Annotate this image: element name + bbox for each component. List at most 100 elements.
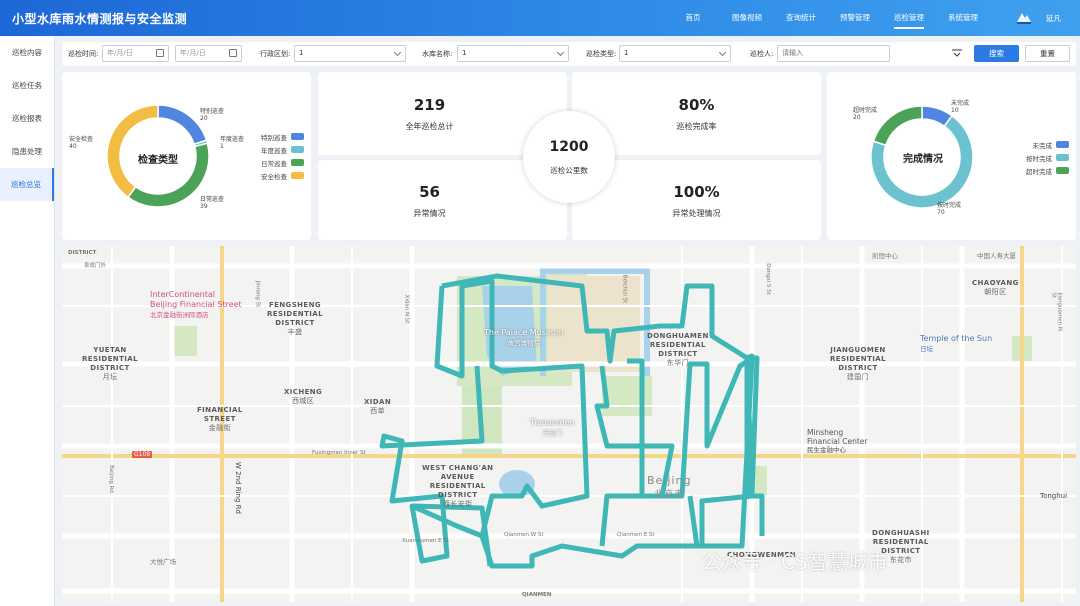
map-poi-intercontinental[interactable]: InterContinental Beijing Financial Stree… (150, 290, 242, 319)
annual-total-label: 全年巡检总计 (405, 122, 454, 131)
map-poi-minsheng[interactable]: Minsheng Financial Center 民生金融中心 (807, 428, 868, 454)
legend-item[interactable]: 年度巡查 (248, 143, 304, 156)
sidebar: 巡检内容 巡检任务 巡检报表 隐患处理 巡检总览 (0, 36, 55, 606)
map-street-label: 中国人寿大厦 (977, 252, 1016, 260)
stat-card-completion-rate: 80% 巡检完成率 (572, 72, 821, 155)
district-select[interactable]: 1 (294, 45, 406, 62)
type-callout-annual: 年度巡查 1 (220, 136, 245, 150)
inspection-type-donut (106, 104, 210, 208)
status-slice-2[interactable] (872, 105, 923, 147)
map-district-chaoyang: CHAOYANG 朝阳区 (972, 279, 1019, 296)
reset-button[interactable]: 重置 (1025, 45, 1070, 62)
date-end-input[interactable]: 年/月/日 (175, 45, 242, 62)
completion-rate-value: 80% (678, 96, 715, 114)
status-slice-1[interactable] (870, 114, 974, 209)
type-center-label: 检查类型 (138, 155, 178, 166)
completion-rate-label: 巡检完成率 (676, 122, 717, 131)
calendar-icon (229, 49, 237, 57)
completion-status-card: 完成情况 未完成 10 按时完成 70 超时完成 20 未完成 按时完成 超时完成 (827, 72, 1076, 240)
legend-item[interactable]: 安全检查 (248, 169, 304, 182)
completion-status-donut (870, 105, 974, 209)
type-slice-3[interactable] (106, 104, 159, 199)
legend-item[interactable]: 按时完成 (1007, 151, 1069, 164)
map-street-label: DISTRICT (68, 250, 97, 256)
user-avatar-icon[interactable] (1016, 10, 1032, 24)
map-district-donghuashi: DONGHUASHI RESIDENTIAL DISTRICT 东花市 (872, 529, 930, 564)
map-street-label: Fuxingmen Inner St (312, 450, 366, 456)
map-poi-palace-museum[interactable]: The Palace Museum 故宫博物院 (484, 328, 564, 347)
inspection-type-card: 检查类型 特别巡查 20 年度巡查 1 日常巡查 39 安全检查 40 特别巡查 年度巡… (62, 72, 311, 240)
map-street-label: W 2nd Ring Rd (233, 462, 242, 514)
sidebar-item-overview[interactable]: 巡检总览 (0, 168, 54, 201)
map-street-label: 大悦广场 (150, 558, 176, 566)
user-name[interactable]: 延凡 (1046, 14, 1061, 23)
map-street-label: Xidan N St (403, 294, 410, 324)
status-callout-overtime: 超时完成 20 (853, 107, 878, 121)
map-street-label: 阜成门外 (84, 263, 107, 269)
top-header: 小型水库雨水情测报与安全监测 首页 图像视频 查询统计 预警管理 巡检管理 系统… (0, 0, 1080, 36)
type-label: 巡检类型: (586, 50, 617, 58)
inspector-input[interactable] (777, 45, 890, 62)
app-title: 小型水库雨水情测报与安全监测 (12, 12, 188, 26)
search-button[interactable]: 搜索 (974, 45, 1019, 62)
map-poi-temple-of-sun[interactable]: Temple of the Sun 日坛 (920, 334, 993, 353)
legend-item[interactable]: 超时完成 (1007, 164, 1069, 177)
abnormal-value: 56 (419, 183, 440, 201)
nav-system[interactable]: 系统管理 (948, 13, 978, 22)
map-district-financial-street: FINANCIAL STREET 金融街 (197, 406, 243, 432)
status-center-label: 完成情况 (903, 154, 943, 165)
map-poi-beijing: Beijing 北京市 (647, 474, 692, 500)
map-street-label: Beijing Rd (107, 465, 114, 493)
time-label: 巡检时间: (68, 50, 99, 58)
nav-inspection[interactable]: 巡检管理 (882, 0, 936, 36)
map-street-label: Qianmen E St (617, 532, 655, 538)
distance-label: 巡检公里数 (550, 166, 588, 175)
reservoir-label: 水库名称: (422, 50, 453, 58)
distance-value: 1200 (549, 139, 589, 155)
type-legend: 特别巡查 年度巡查 日常巡查 安全检查 (248, 130, 304, 182)
nav-query[interactable]: 查询统计 (786, 13, 816, 22)
inspection-route (379, 273, 765, 569)
map-district-jianguomen: JIANGUOMEN RESIDENTIAL DISTRICT 建国门 (830, 346, 886, 381)
filter-bar: 巡检时间: 年/月/日 年/月/日 行政区划: 1 水库名称: 1 巡检类型: … (62, 42, 1076, 66)
abnormal-label: 异常情况 (413, 209, 446, 218)
sidebar-item-reports[interactable]: 巡检报表 (12, 114, 42, 123)
reservoir-select[interactable]: 1 (457, 45, 569, 62)
date-start-input[interactable]: 年/月/日 (102, 45, 169, 62)
abnormal-handled-label: 异常处理情况 (672, 209, 721, 218)
inspection-route-map[interactable]: FENGSHENG RESIDENTIAL DISTRICT 丰盛 YUETAN … (62, 246, 1076, 602)
calendar-icon (156, 49, 164, 57)
legend-item[interactable]: 日常巡查 (248, 156, 304, 169)
map-district-xidan: XIDAN 西单 (364, 398, 392, 415)
collapse-icon[interactable] (952, 49, 962, 58)
chevron-down-icon (556, 48, 565, 57)
annual-total-value: 219 (413, 96, 446, 114)
nav-home[interactable]: 首页 (685, 13, 701, 22)
status-callout-incomplete: 未完成 10 (951, 100, 970, 114)
sidebar-item-content[interactable]: 巡检内容 (12, 48, 42, 57)
reservoir-value: 1 (462, 49, 467, 57)
map-poi-tiananmen[interactable]: Tiananmen 天安门 (530, 418, 575, 437)
type-callout-safety: 安全检查 40 (69, 136, 94, 150)
status-callout-ontime: 按时完成 70 (937, 202, 962, 216)
chevron-down-icon (718, 48, 727, 57)
map-street-label: Tonghui (1040, 492, 1068, 500)
map-street-label: Jianguomen N St (1050, 292, 1063, 331)
type-value: 1 (624, 49, 629, 57)
type-callout-special: 特别巡查 20 (200, 108, 225, 122)
highway-shield: G108 (132, 451, 153, 458)
map-street-label: Jinrong St (254, 280, 261, 308)
type-callout-daily: 日常巡查 39 (200, 196, 225, 210)
map-district-fengsheng: FENGSHENG RESIDENTIAL DISTRICT 丰盛 (267, 301, 323, 336)
type-select[interactable]: 1 (619, 45, 731, 62)
legend-item[interactable]: 未完成 (1007, 138, 1069, 151)
map-street-label: Qianmen W St (504, 532, 544, 538)
distance-circle: 1200 巡检公里数 (523, 111, 615, 203)
nav-alert[interactable]: 预警管理 (840, 13, 870, 22)
legend-item[interactable]: 特别巡查 (248, 130, 304, 143)
map-street-label: QIANMEN (522, 592, 552, 598)
stat-card-abnormal-handled: 100% 异常处理情况 (572, 160, 821, 240)
nav-video[interactable]: 图像视频 (732, 13, 762, 22)
sidebar-item-hazards[interactable]: 隐患处理 (12, 147, 42, 156)
sidebar-item-tasks[interactable]: 巡检任务 (12, 81, 42, 90)
